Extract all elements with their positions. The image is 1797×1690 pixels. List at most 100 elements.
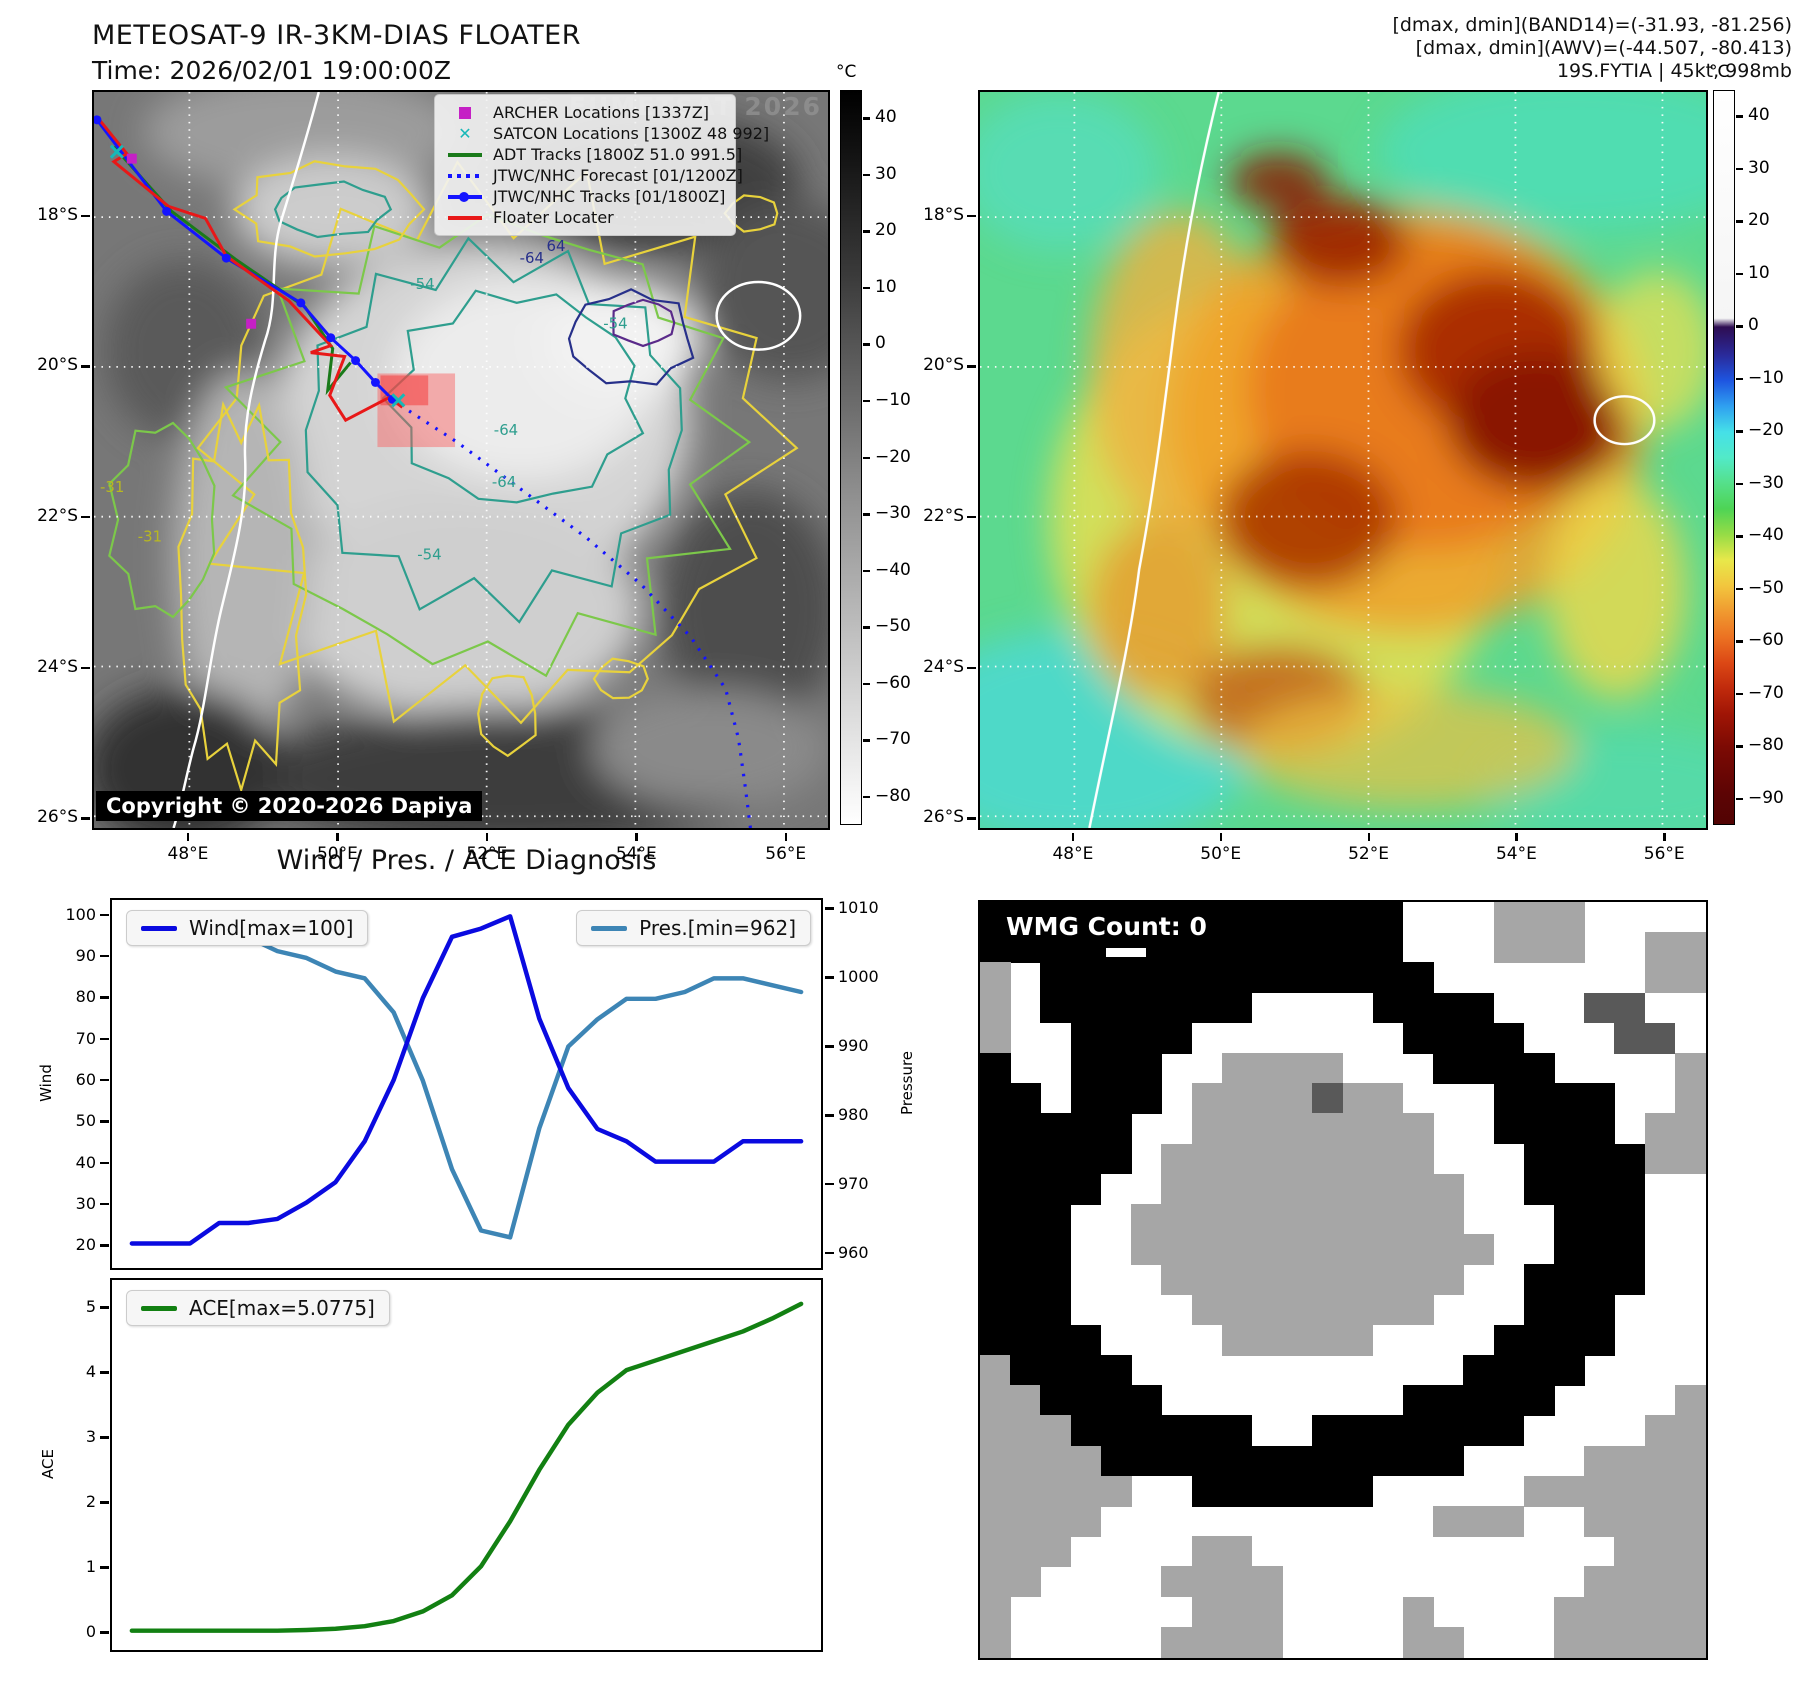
wmg-cell (1644, 1415, 1676, 1447)
colorbar-tick-mark (1736, 640, 1743, 643)
wmg-cell (1282, 1445, 1313, 1477)
wmg-cell (1614, 1234, 1646, 1265)
colorbar-tick-label: 10 (875, 276, 897, 297)
map-y-tick-mark (81, 817, 90, 820)
wind-legend-label: Wind[max=100] (189, 916, 354, 940)
colorbar-tick-mark (1736, 220, 1743, 223)
wmg-cell (1342, 1204, 1374, 1235)
map-x-tick-mark (485, 833, 489, 841)
wmg-cell (1674, 1385, 1706, 1416)
page-time: Time: 2026/02/01 19:00:00Z (92, 56, 451, 85)
wmg-cell (1463, 1053, 1495, 1084)
colorbar-tick-label: 0 (1748, 315, 1759, 336)
map-x-tick-mark (784, 833, 788, 841)
map-x-tick-mark (1367, 833, 1371, 841)
wmg-cell (1674, 1626, 1706, 1658)
wmg-cell (1584, 992, 1615, 1024)
wmg-cell (1402, 1204, 1434, 1235)
wmg-cell (1251, 1596, 1283, 1628)
wmg-cell (980, 1234, 1011, 1265)
wmg-cell (1040, 1324, 1072, 1356)
wmg-cell (1251, 1264, 1283, 1296)
wmg-cell (1191, 1294, 1223, 1326)
wmg-count-badge: WMG Count: 0 (992, 910, 1221, 943)
wmg-cell (980, 1083, 1011, 1114)
wmg-cell (1221, 1143, 1253, 1175)
wmg-cell (1584, 1566, 1615, 1598)
colorbar-tick-mark (863, 117, 870, 120)
wmg-cell (1040, 1113, 1072, 1145)
map-y-tick-label: 22°S (923, 505, 964, 526)
square-marker-icon (445, 106, 485, 119)
chart-y-tick-label: 1 (85, 1557, 96, 1577)
wmg-cell (1342, 962, 1374, 994)
wmg-cell (1614, 1536, 1646, 1567)
wmg-cell (1372, 1264, 1404, 1296)
wmg-cell (1554, 1204, 1585, 1235)
wmg-cell (1433, 1626, 1464, 1658)
wmg-cell (1040, 1385, 1072, 1416)
wmg-cell (980, 1053, 1011, 1084)
contour-label: -64 (494, 421, 518, 439)
chart-y-tick-label: 1010 (838, 898, 879, 918)
wmg-cell (1493, 902, 1525, 933)
colorbar-tick-label: −20 (1748, 420, 1784, 441)
colorbar-tick-label: −20 (875, 446, 911, 467)
wmg-cell (1554, 1083, 1585, 1114)
header-left: METEOSAT-9 IR-3KM-DIAS FLOATER Time: 202… (92, 20, 581, 85)
wmg-cell (1342, 1083, 1374, 1114)
wmg-cell (1644, 1566, 1676, 1598)
wmg-cell (1554, 1324, 1585, 1356)
wmg-cell (1282, 1083, 1313, 1114)
wmg-cell (1010, 1536, 1041, 1567)
wmg-cell (1221, 1113, 1253, 1145)
legend-item-label: ARCHER Locations [1337Z] (493, 103, 710, 122)
wmg-cell (1191, 1445, 1223, 1477)
wmg-cell (1251, 1053, 1283, 1084)
wmg-cell (1372, 1415, 1404, 1447)
wmg-cell (1251, 1173, 1283, 1205)
wmg-cell (1070, 1113, 1102, 1145)
map-y-tick-mark (81, 515, 90, 519)
wmg-cell (1251, 1475, 1283, 1507)
colorbar-tick-label: 10 (1748, 262, 1770, 283)
map-y-tick-label: 20°S (923, 355, 964, 376)
map-y-tick-mark (81, 214, 90, 218)
map-x-tick-mark (1515, 833, 1518, 841)
wmg-cell (980, 1506, 1011, 1537)
wmg-cell (1282, 932, 1313, 963)
dotted-marker-icon (445, 173, 485, 178)
wmg-cell (1010, 1083, 1041, 1114)
wmg-cell (1040, 1294, 1072, 1326)
data-line (129, 914, 804, 1246)
wmg-cell (1131, 1445, 1162, 1477)
wmg-cell (1433, 1506, 1464, 1537)
wmg-cell (1614, 1022, 1646, 1054)
wmg-cell (1010, 1234, 1041, 1265)
wmg-cell (1463, 1385, 1495, 1416)
wmg-cell (1070, 1173, 1102, 1205)
wmg-cell (1342, 1475, 1374, 1507)
wmg-cell (980, 1264, 1011, 1296)
colorbar-tick-label: −60 (1748, 630, 1784, 651)
colorbar-tick-label: 40 (1748, 105, 1770, 126)
wmg-cell (1584, 1294, 1615, 1326)
wmg-cell (1644, 1506, 1676, 1537)
wmg-cell (1493, 1083, 1525, 1114)
wmg-cell (1372, 1143, 1404, 1175)
legend-item: JTWC/NHC Forecast [01/1200Z] (445, 165, 743, 186)
pres-legend: Pres.[min=962] (576, 910, 811, 946)
wmg-cell (1040, 1143, 1072, 1175)
wmg-cell (1100, 1113, 1132, 1145)
legend-item-label: JTWC/NHC Tracks [01/1800Z] (493, 187, 726, 206)
wmg-cell (1191, 1173, 1223, 1205)
wmg-cell (1493, 1113, 1525, 1145)
map-x-tick-mark (336, 833, 339, 841)
archer-markers (126, 153, 257, 329)
wmg-cell (1251, 1566, 1283, 1598)
wmg-cell (1584, 1596, 1615, 1628)
wmg-cell (1402, 1173, 1434, 1205)
wmg-cell (1493, 1355, 1525, 1386)
ace-line-swatch (141, 1305, 177, 1311)
chart-y-tick-mark (825, 1251, 834, 1255)
